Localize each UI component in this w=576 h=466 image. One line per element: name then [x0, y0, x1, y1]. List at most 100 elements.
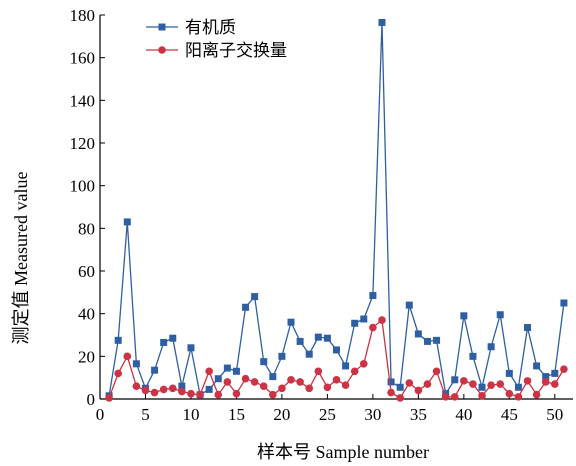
series-line [108, 22, 565, 396]
data-point [287, 376, 295, 384]
data-point [205, 385, 213, 393]
data-point [359, 360, 368, 368]
x-tick-label: 35 [410, 405, 427, 424]
data-point [405, 301, 413, 309]
data-point [205, 367, 213, 376]
data-point [450, 393, 459, 401]
legend-marker [158, 46, 166, 54]
y-tick-label: 160 [70, 49, 96, 68]
data-point [432, 367, 441, 376]
series-layer [105, 18, 568, 402]
data-point [242, 303, 250, 311]
series-2 [105, 316, 568, 402]
data-point [114, 369, 122, 378]
data-point [387, 388, 395, 397]
data-point [342, 362, 350, 370]
data-point [132, 382, 141, 391]
data-point [460, 312, 468, 320]
data-point [351, 319, 359, 327]
data-point [460, 377, 468, 385]
data-point [296, 378, 304, 386]
y-tick-label: 140 [70, 91, 96, 110]
y-tick-label: 60 [78, 262, 95, 281]
data-point [414, 330, 422, 338]
data-point [278, 384, 286, 393]
data-point [223, 364, 231, 372]
data-point [132, 360, 140, 368]
data-point [524, 324, 532, 332]
x-tick-label: 20 [273, 405, 290, 424]
data-point [396, 394, 404, 402]
y-tick-label: 100 [70, 177, 96, 196]
data-point [560, 365, 568, 373]
legend-entry-1: 有机质 [146, 18, 236, 38]
data-point [514, 393, 523, 401]
data-point [441, 393, 450, 401]
legend-marker [158, 23, 166, 31]
series-1 [105, 18, 568, 400]
data-point [551, 369, 559, 377]
data-point [196, 390, 204, 399]
data-point [114, 336, 122, 344]
data-point [151, 366, 159, 374]
data-point [542, 373, 550, 381]
legend-entry-2: 阳离子交换量 [146, 41, 287, 61]
data-point [469, 352, 477, 360]
y-tick-label: 20 [78, 347, 95, 366]
data-point [487, 343, 495, 351]
data-point [423, 337, 431, 345]
data-point [123, 352, 132, 361]
data-point [433, 336, 441, 344]
data-point [260, 358, 268, 366]
x-tick-label: 0 [96, 405, 105, 424]
legend-label: 有机质 [185, 18, 236, 38]
y-tick-label: 80 [78, 219, 95, 238]
x-tick-label: 30 [364, 405, 381, 424]
data-point [451, 376, 459, 384]
data-point [105, 394, 113, 402]
data-point [305, 384, 314, 393]
data-point [505, 369, 513, 377]
data-point [350, 367, 359, 376]
data-point [187, 344, 195, 352]
y-tick-label: 40 [78, 305, 95, 324]
x-axis-title: 样本号 Sample number [257, 442, 429, 462]
data-point [214, 375, 222, 383]
data-point [378, 316, 386, 324]
data-point [505, 389, 514, 398]
data-point [178, 382, 186, 390]
data-point [478, 392, 486, 400]
data-point [269, 373, 277, 381]
data-point [323, 334, 331, 342]
data-point [396, 383, 404, 391]
data-point [341, 381, 350, 389]
data-point [241, 374, 250, 383]
data-point [314, 367, 323, 376]
data-point [141, 386, 150, 395]
x-tick-label: 40 [455, 405, 472, 424]
data-point [123, 218, 131, 226]
data-point [169, 334, 177, 342]
data-point [178, 387, 186, 396]
y-tick-label: 120 [70, 134, 96, 153]
data-point [387, 378, 395, 386]
data-point [269, 390, 277, 399]
data-point [187, 389, 195, 398]
data-point [296, 337, 304, 345]
data-point [305, 350, 313, 358]
data-point [251, 293, 259, 301]
axes [99, 15, 573, 400]
data-point [214, 390, 223, 399]
data-point [150, 388, 159, 397]
x-tick-label: 25 [319, 405, 336, 424]
data-point [333, 346, 340, 354]
data-point [360, 315, 368, 323]
data-point [159, 385, 168, 394]
data-point [259, 382, 268, 391]
data-point [223, 378, 232, 386]
data-point [523, 377, 532, 385]
ticks: 0 20 40 60 80 100 120 140 160 180 0 5 10 15 20 25 30 35 40… [70, 6, 564, 424]
data-point [414, 386, 423, 395]
